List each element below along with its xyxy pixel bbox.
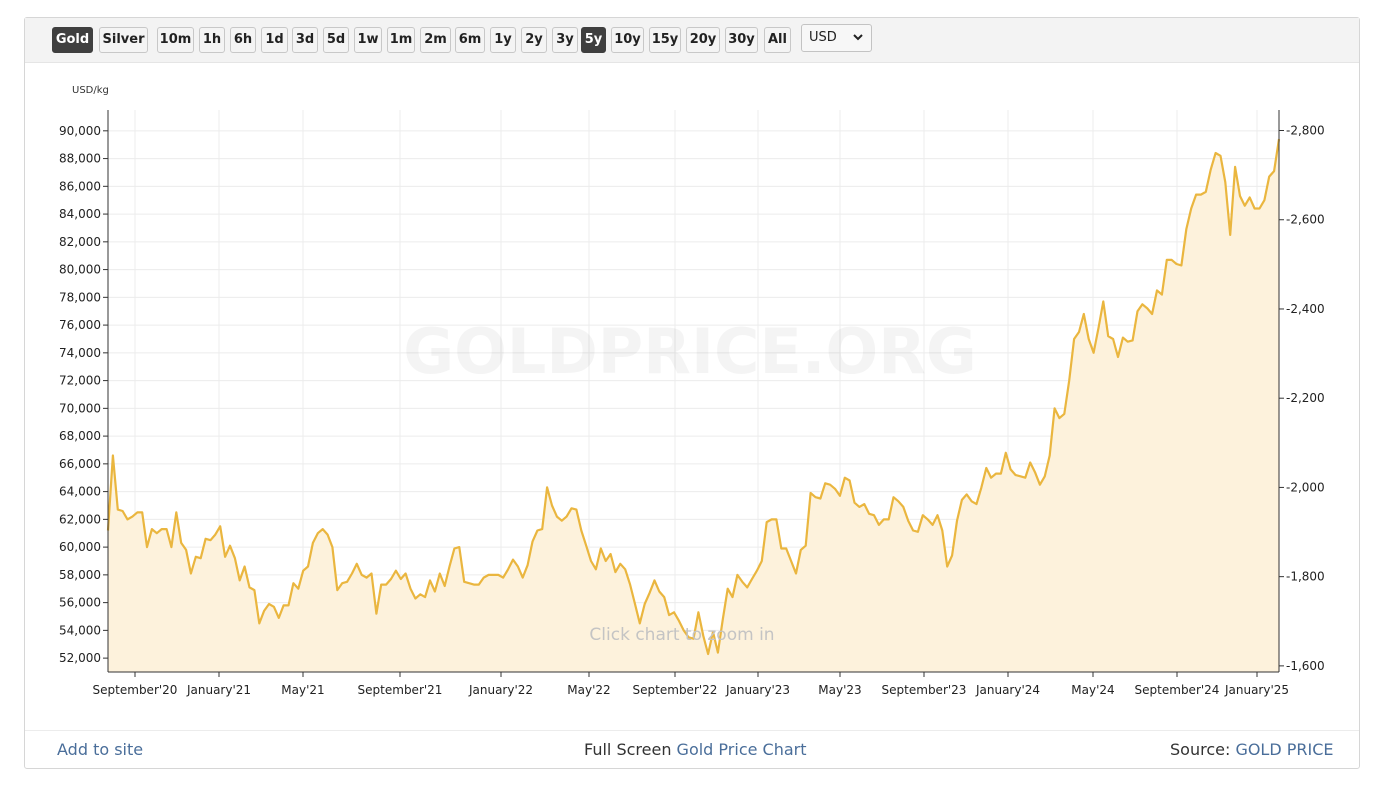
range-button-3y[interactable]: 3y: [552, 27, 578, 53]
fullscreen-prefix: Full Screen: [584, 740, 677, 759]
source-link[interactable]: GOLD PRICE: [1235, 740, 1334, 759]
y-tick-label: 58,000: [59, 568, 101, 582]
y-tick-label: 54,000: [59, 623, 101, 637]
zoom-hint: Click chart to zoom in: [589, 625, 774, 645]
x-tick-label: May'23: [818, 683, 861, 697]
y-tick-label: 80,000: [59, 263, 101, 277]
source-prefix: Source:: [1170, 740, 1236, 759]
currency-value: USD: [809, 30, 837, 45]
range-button-30y[interactable]: 30y: [725, 27, 758, 53]
y2-tick-label: -1,800: [1286, 570, 1325, 584]
range-button-all[interactable]: All: [764, 27, 791, 53]
range-button-1d[interactable]: 1d: [261, 27, 288, 53]
chart-widget: Gold Silver 10m 1h 6h 1d 3d 5d 1w 1m 2m 6m 1y 2y 3y 5y 1…: [24, 17, 1360, 769]
range-button-gold[interactable]: Gold: [52, 27, 93, 53]
x-tick-label: January'23: [725, 683, 790, 697]
x-tick-label: May'21: [281, 683, 324, 697]
add-to-site-link[interactable]: Add to site: [57, 740, 144, 759]
y2-tick-label: -2,000: [1286, 480, 1325, 494]
range-button-1h[interactable]: 1h: [199, 27, 225, 53]
range-button-5y[interactable]: 5y: [581, 27, 606, 53]
range-button-15y[interactable]: 15y: [649, 27, 681, 53]
footer-divider: [25, 730, 1359, 731]
y2-tick-label: -2,600: [1286, 213, 1325, 227]
y-tick-label: 84,000: [59, 207, 101, 221]
y-axis-unit-label: USD/kg: [72, 85, 109, 96]
range-button-5d[interactable]: 5d: [323, 27, 349, 53]
y-tick-label: 60,000: [59, 540, 101, 554]
x-tick-label: January'21: [186, 683, 251, 697]
price-chart[interactable]: GOLDPRICE.ORG 52,000 54,000 56,000 58,000 60…: [25, 62, 1359, 727]
range-button-6h[interactable]: 6h: [230, 27, 256, 53]
y-tick-label: 74,000: [59, 346, 101, 360]
x-tick-label: January'24: [975, 683, 1040, 697]
y-tick-label: 66,000: [59, 457, 101, 471]
y-tick-label: 82,000: [59, 235, 101, 249]
y-tick-label: 72,000: [59, 374, 101, 388]
price-area-fill: [108, 139, 1279, 673]
range-button-2y[interactable]: 2y: [521, 27, 547, 53]
x-tick-label: January'25: [1224, 683, 1289, 697]
y-tick-label: 56,000: [59, 596, 101, 610]
y2-tick-label: -1,600: [1286, 659, 1325, 673]
source-text: Source: GOLD PRICE: [1170, 740, 1334, 759]
y-tick-label: 88,000: [59, 152, 101, 166]
x-tick-label: September'20: [93, 683, 178, 697]
x-tick-label: January'22: [468, 683, 533, 697]
y2-tick-label: -2,800: [1286, 124, 1325, 138]
watermark: GOLDPRICE.ORG: [403, 315, 977, 388]
currency-select[interactable]: USD: [801, 24, 872, 52]
y2-tick-label: -2,400: [1286, 302, 1325, 316]
range-button-silver[interactable]: Silver: [99, 27, 148, 53]
range-button-20y[interactable]: 20y: [686, 27, 720, 53]
fullscreen-chart-link[interactable]: Gold Price Chart: [676, 740, 807, 759]
x-tick-label: May'24: [1071, 683, 1114, 697]
y-tick-label: 52,000: [59, 651, 101, 665]
y-tick-label: 70,000: [59, 401, 101, 415]
range-button-2m[interactable]: 2m: [420, 27, 451, 53]
range-button-1y[interactable]: 1y: [490, 27, 516, 53]
range-button-10m[interactable]: 10m: [157, 27, 194, 53]
x-tick-label: September'24: [1135, 683, 1220, 697]
chevron-down-icon: [852, 25, 864, 61]
y-tick-label: 62,000: [59, 512, 101, 526]
axes: 52,000 54,000 56,000 58,000 60,000 62,000 64,0…: [59, 110, 1325, 697]
range-button-6m[interactable]: 6m: [455, 27, 485, 53]
y-tick-label: 76,000: [59, 318, 101, 332]
range-button-3d[interactable]: 3d: [292, 27, 318, 53]
x-tick-label: September'23: [882, 683, 967, 697]
y-tick-label: 68,000: [59, 429, 101, 443]
x-tick-label: September'22: [633, 683, 718, 697]
toolbar: Gold Silver 10m 1h 6h 1d 3d 5d 1w 1m 2m 6m 1y 2y 3y 5y 1…: [25, 18, 1359, 63]
range-button-10y[interactable]: 10y: [611, 27, 644, 53]
y-tick-label: 86,000: [59, 179, 101, 193]
x-tick-label: May'22: [567, 683, 610, 697]
x-tick-label: September'21: [358, 683, 443, 697]
y2-tick-label: -2,200: [1286, 391, 1325, 405]
y-tick-label: 64,000: [59, 485, 101, 499]
fullscreen-text: Full Screen Gold Price Chart: [584, 740, 807, 759]
y-tick-label: 78,000: [59, 290, 101, 304]
y-tick-label: 90,000: [59, 124, 101, 138]
range-button-1m[interactable]: 1m: [387, 27, 415, 53]
range-button-1w[interactable]: 1w: [354, 27, 382, 53]
price-line: [106, 138, 1281, 656]
